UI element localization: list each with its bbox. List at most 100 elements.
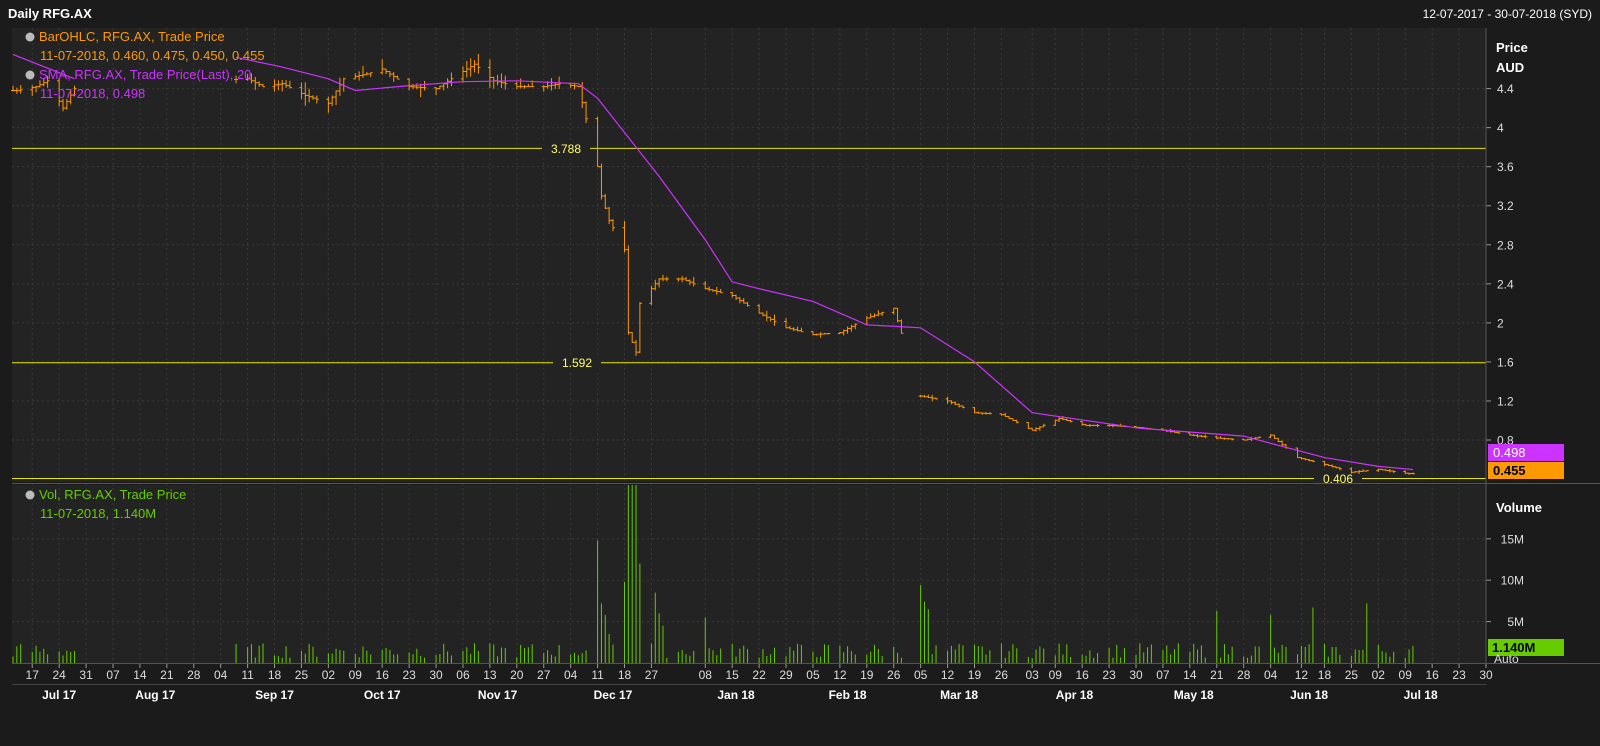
ohlc-bar — [441, 83, 446, 91]
day-tick-label: 27 — [645, 668, 659, 682]
ohlc-bar — [837, 331, 842, 334]
day-tick-label: 09 — [1049, 668, 1063, 682]
ohlc-bar — [972, 406, 977, 414]
ohlc-bar — [45, 75, 50, 88]
day-tick-label: 24 — [52, 668, 66, 682]
ohlc-bar — [1095, 424, 1100, 428]
day-tick-label: 15 — [726, 668, 740, 682]
day-tick-label: 21 — [160, 668, 174, 682]
ohlc-bar — [764, 310, 769, 322]
day-tick-label: 26 — [995, 668, 1009, 682]
ohlc-bar — [326, 96, 331, 113]
ohlc-bar — [1191, 433, 1196, 437]
last-value-text: 0.455 — [1493, 463, 1526, 478]
ohlc-bar — [772, 314, 777, 326]
legend-toggle-icon[interactable] — [25, 490, 35, 500]
ohlc-bar — [514, 81, 519, 89]
ohlc-bar — [1376, 468, 1381, 473]
ohlc-bar — [1010, 418, 1015, 421]
ohlc-bar — [314, 95, 319, 104]
ohlc-bar — [1203, 434, 1208, 439]
legend-value-label: 11-07-2018, 0.460, 0.475, 0.450, 0.455 — [40, 48, 265, 63]
legend-toggle-icon[interactable] — [25, 70, 35, 80]
ohlc-bar — [541, 85, 546, 92]
ohlc-bar — [634, 340, 639, 356]
day-tick-label: 03 — [1025, 668, 1039, 682]
ohlc-bar — [714, 286, 719, 295]
ohlc-bar — [787, 325, 792, 330]
day-tick-label: 26 — [887, 668, 901, 682]
legend-toggle-icon[interactable] — [25, 32, 35, 42]
time-axis: 17 24 31 07 14 21 28 04 11 18 25 02 09 16 23 30 06 13 20 27… — [26, 663, 1493, 702]
volume-last-tag — [1488, 639, 1564, 656]
ohlc-bar — [257, 81, 262, 87]
ohlc-bar — [464, 60, 469, 78]
ohlc-bar — [980, 412, 985, 415]
day-tick-label: 19 — [860, 668, 874, 682]
ohlc-bar — [1053, 419, 1058, 426]
ohlc-bar — [895, 307, 900, 323]
volume-legend: Vol, RFG.AX, Trade Price 11-07-2018, 1.14… — [25, 487, 186, 521]
last-value-text: 0.498 — [1493, 445, 1526, 460]
day-tick-label: 16 — [1425, 668, 1439, 682]
ohlc-bar — [476, 53, 481, 74]
ohlc-bar — [599, 163, 604, 200]
ohlc-bar — [576, 85, 581, 88]
level-label: 1.592 — [562, 356, 592, 370]
ohlc-bar — [37, 80, 42, 88]
ohlc-bar — [730, 291, 735, 298]
price-tick-label: 2.4 — [1497, 277, 1514, 291]
ohlc-bar — [1041, 423, 1046, 428]
auto-scale-label[interactable]: Auto — [1494, 652, 1519, 666]
ohlc-bar — [1322, 460, 1327, 467]
day-tick-label: 09 — [1399, 668, 1413, 682]
price-tick-label: 2.8 — [1497, 238, 1514, 252]
ohlc-bar — [395, 75, 400, 80]
ohlc-bar — [1226, 438, 1231, 440]
ohlc-bar — [814, 333, 819, 336]
ohlc-bar — [1380, 468, 1385, 471]
price-tick-label: 4 — [1497, 121, 1504, 135]
month-label: Sep 17 — [255, 688, 294, 702]
ohlc-bar — [999, 413, 1004, 416]
day-tick-label: 28 — [1237, 668, 1251, 682]
day-tick-label: 29 — [779, 668, 793, 682]
day-tick-label: 04 — [564, 668, 578, 682]
chart-title: Daily RFG.AX — [8, 6, 92, 21]
ohlc-bar — [384, 68, 389, 75]
ohlc-bar — [449, 72, 454, 87]
sma-line — [12, 53, 1413, 471]
ohlc-bar — [584, 101, 589, 124]
ohlc-bar — [1245, 438, 1250, 441]
ohlc-bar — [664, 276, 669, 282]
ohlc-bar — [437, 85, 442, 90]
day-tick-label: 04 — [1264, 668, 1278, 682]
ohlc-bar — [503, 75, 508, 90]
ohlc-bar — [949, 400, 954, 405]
ohlc-bar — [1403, 470, 1408, 474]
ohlc-bar — [1303, 458, 1308, 461]
last-value-tag — [1488, 462, 1564, 479]
ohlc-bar — [1276, 437, 1281, 443]
ohlc-bar — [1195, 434, 1200, 438]
ohlc-bar — [1299, 457, 1304, 460]
day-tick-label: 16 — [376, 668, 390, 682]
day-tick-label: 07 — [106, 668, 120, 682]
ohlc-bar — [1330, 464, 1335, 468]
ohlc-bar — [299, 82, 304, 100]
ohlc-bar — [1364, 470, 1369, 472]
day-tick-label: 30 — [429, 668, 443, 682]
day-tick-label: 19 — [968, 668, 982, 682]
ohlc-bar — [1407, 472, 1412, 475]
ohlc-bar — [926, 394, 931, 398]
day-tick-label: 13 — [483, 668, 497, 682]
day-tick-label: 27 — [537, 668, 551, 682]
volume-axis: Volume 5M 10M 15M — [1486, 500, 1542, 629]
ohlc-bar — [364, 72, 369, 76]
volume-tick-label: 10M — [1501, 574, 1524, 588]
ohlc-bar — [610, 219, 615, 232]
ohlc-bar — [276, 80, 281, 91]
month-label: Nov 17 — [478, 688, 518, 702]
ohlc-bar — [1353, 471, 1358, 473]
